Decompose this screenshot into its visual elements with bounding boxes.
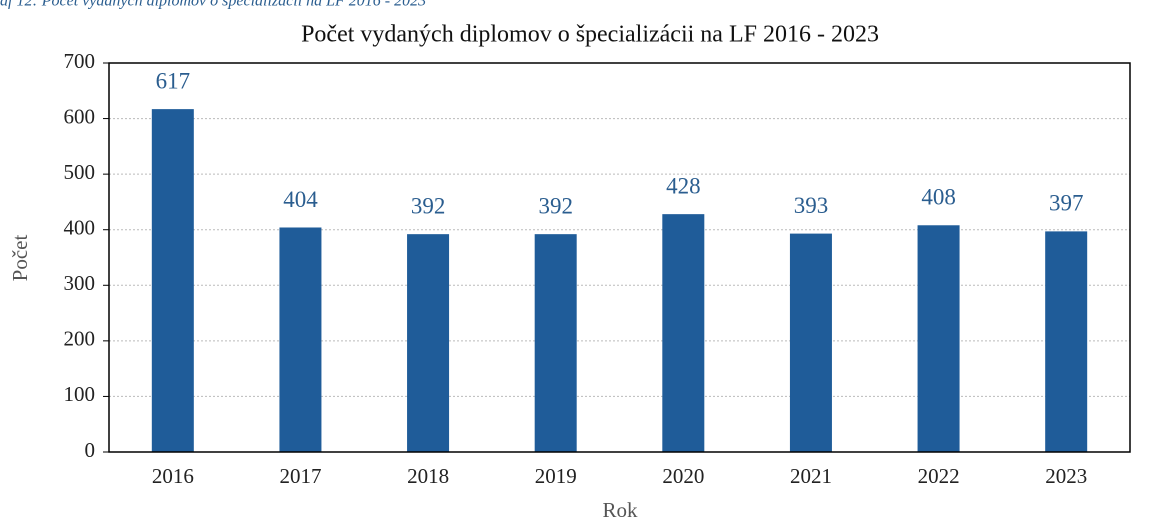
bar (917, 225, 960, 452)
y-tick-label: 500 (64, 160, 96, 184)
bar (151, 109, 194, 453)
x-tick-label: 2018 (407, 464, 449, 488)
y-tick-label: 300 (64, 271, 96, 295)
x-tick-label: 2020 (662, 464, 704, 488)
bar (407, 234, 450, 452)
bar (534, 234, 577, 452)
value-label: 392 (411, 193, 446, 218)
x-tick-label: 2021 (790, 464, 832, 488)
value-label: 392 (538, 193, 573, 218)
y-axis-label: Počet (8, 235, 32, 282)
y-tick-label: 200 (64, 327, 96, 351)
x-tick-label: 2023 (1045, 464, 1087, 488)
x-tick-label: 2019 (535, 464, 577, 488)
x-tick-label: 2022 (918, 464, 960, 488)
y-tick-label: 100 (64, 382, 96, 406)
value-label: 393 (794, 193, 829, 218)
plot-frame (108, 62, 1131, 453)
x-tick-label: 2017 (279, 464, 321, 488)
y-tick-label: 400 (64, 216, 96, 240)
value-label: 408 (921, 185, 956, 210)
caption: af 12: Počet vydaných diplomov o špecial… (0, 0, 426, 10)
value-label: 404 (283, 187, 318, 212)
bar (662, 214, 705, 452)
bars: 2016 617 2017 404 2018 392 2019 392 2020 428 2021 3… (151, 68, 1088, 488)
value-label: 397 (1049, 191, 1084, 216)
value-label: 617 (156, 68, 191, 93)
value-label: 428 (666, 173, 701, 198)
grid: 0 100 200 300 400 500 600 700 (64, 49, 1130, 462)
y-tick-label: 600 (64, 104, 96, 128)
x-axis-label: Rok (602, 498, 638, 522)
bar (279, 227, 322, 452)
chart-title: Počet vydaných diplomov o špecializácii … (301, 22, 879, 48)
bar (789, 233, 832, 452)
bar (1045, 231, 1088, 452)
x-tick-label: 2016 (152, 464, 194, 488)
y-tick-label: 700 (64, 49, 96, 73)
y-tick-label: 0 (85, 438, 96, 462)
